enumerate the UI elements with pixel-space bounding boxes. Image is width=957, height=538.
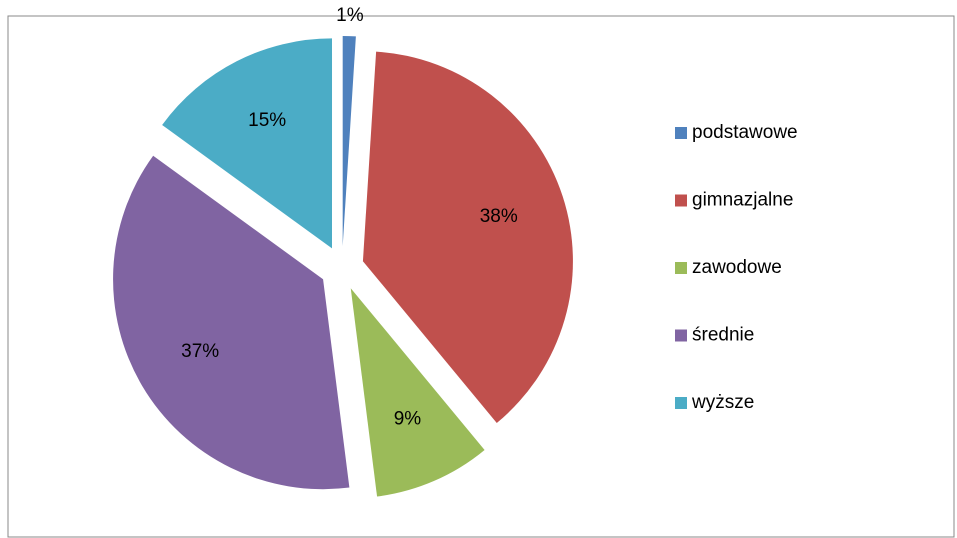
legend-swatch — [675, 127, 687, 139]
legend-label: wyższe — [691, 392, 754, 413]
legend-label: zawodowe — [692, 257, 782, 278]
legend-swatch — [675, 329, 687, 342]
pie-slice — [342, 36, 356, 247]
data-label: 9% — [394, 408, 422, 429]
data-label: 37% — [181, 341, 219, 362]
legend-swatch — [675, 397, 687, 409]
legend-swatch — [675, 194, 687, 207]
legend-swatch — [675, 262, 687, 274]
pie-slice — [113, 155, 350, 490]
pie-slice — [362, 51, 573, 424]
pie-slice — [350, 288, 485, 497]
data-label: 38% — [480, 206, 518, 227]
data-label: 1% — [336, 5, 364, 26]
pie-slice — [162, 38, 333, 249]
legend-label: podstawowe — [692, 122, 798, 143]
legend-label: gimnazjalne — [692, 190, 793, 211]
data-label: 15% — [248, 110, 286, 131]
legend-label: średnie — [692, 325, 754, 346]
